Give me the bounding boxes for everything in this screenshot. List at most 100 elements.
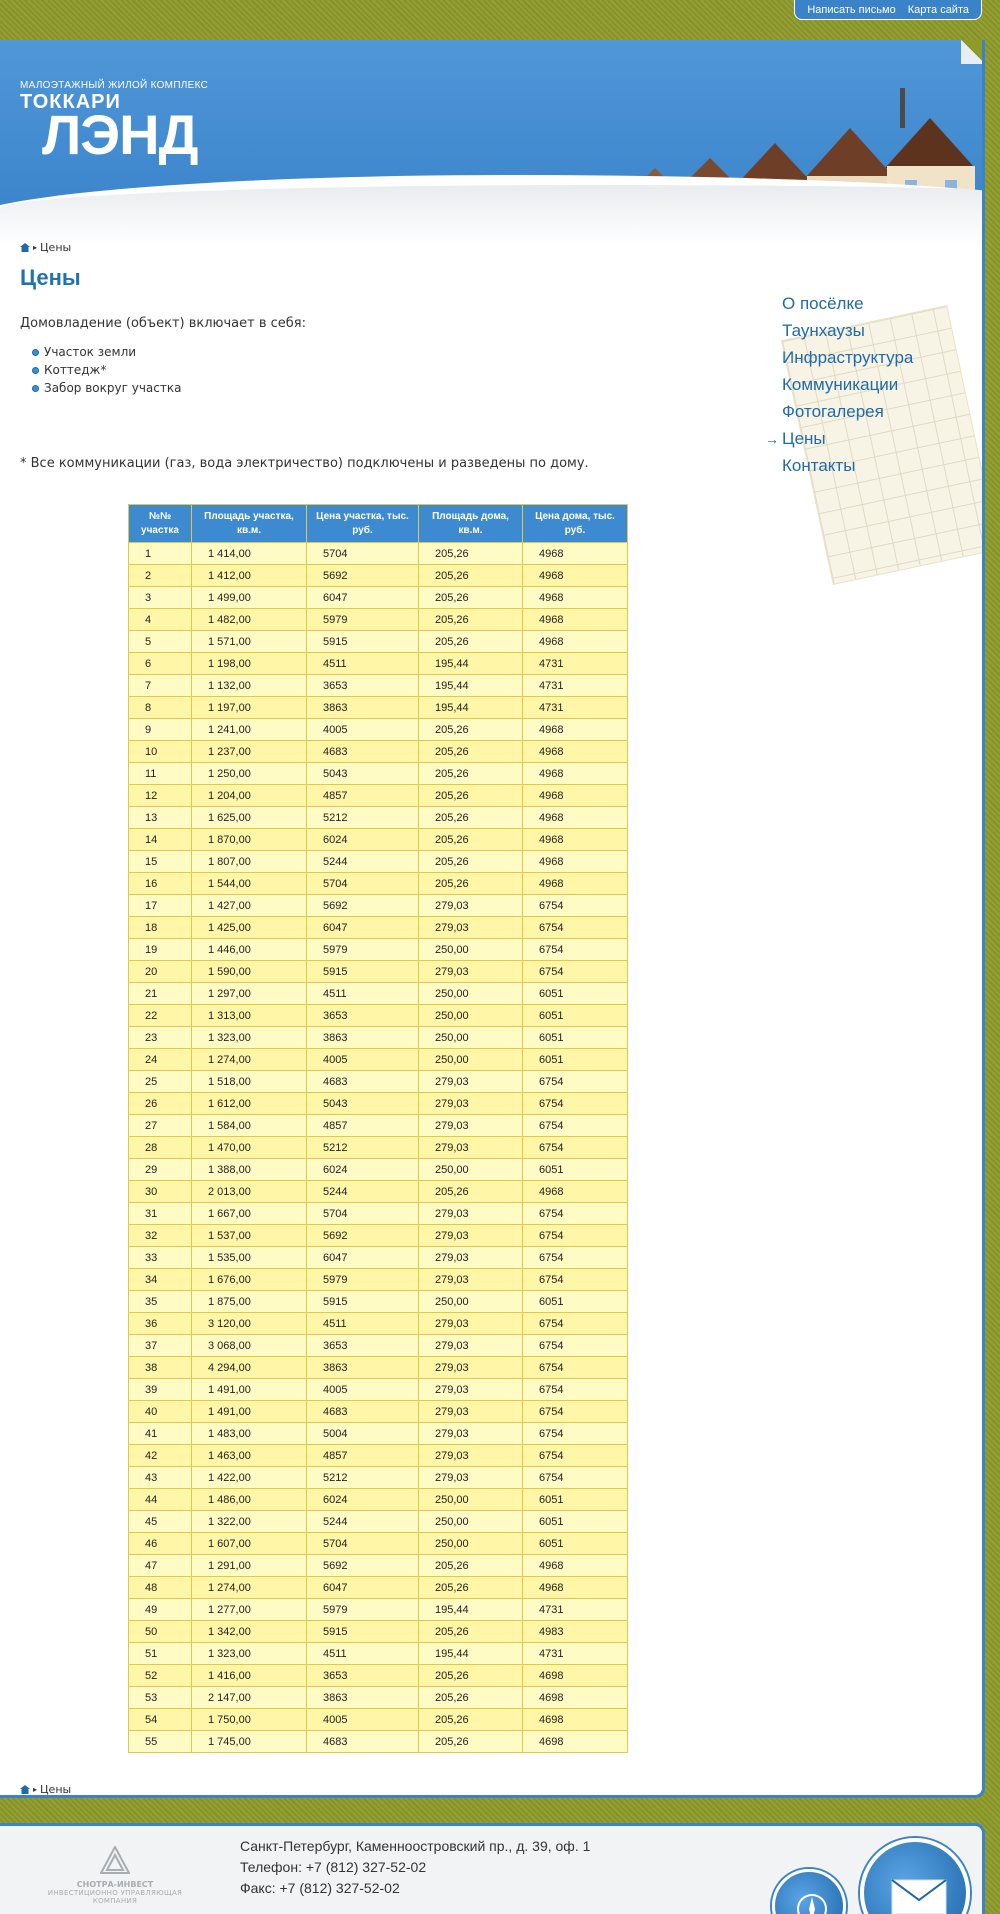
logo-line2: ЛЭНД: [42, 103, 198, 166]
house-price-cell: 6754: [522, 1466, 628, 1489]
house-area-cell: 279,03: [418, 1422, 523, 1445]
sidebar-item-contacts[interactable]: Контакты: [765, 452, 913, 479]
plot-number-cell: 37: [128, 1334, 192, 1357]
intro-text: Домовладение (объект) включает в себя:: [20, 316, 306, 331]
plot-area-cell: 1 277,00: [191, 1598, 307, 1621]
plot-number-cell: 15: [128, 850, 192, 873]
sidebar-item-about[interactable]: О посёлке: [765, 290, 913, 317]
plot-number-cell: 41: [128, 1422, 192, 1445]
house-area-cell: 205,26: [418, 542, 523, 565]
house-area-cell: 279,03: [418, 1378, 523, 1401]
plot-area-cell: 1 463,00: [191, 1444, 307, 1467]
sidebar-item-infrastructure[interactable]: Инфраструктура: [765, 344, 913, 371]
home-icon[interactable]: [20, 243, 30, 252]
house-price-cell: 6754: [522, 1246, 628, 1269]
plot-number-cell: 51: [128, 1642, 192, 1665]
house-area-cell: 205,26: [418, 564, 523, 587]
table-row: 16 1 544,00 5704 205,26 4968: [128, 872, 628, 895]
table-row: 41 1 483,00 5004 279,03 6754: [128, 1422, 628, 1445]
sidebar-item-gallery[interactable]: Фотогалерея: [765, 398, 913, 425]
plot-number-cell: 10: [128, 740, 192, 763]
house-area-cell: 205,26: [418, 718, 523, 741]
table-row: 47 1 291,00 5692 205,26 4968: [128, 1554, 628, 1577]
table-row: 54 1 750,00 4005 205,26 4698: [128, 1708, 628, 1731]
table-row: 40 1 491,00 4683 279,03 6754: [128, 1400, 628, 1423]
house-price-cell: 6754: [522, 894, 628, 917]
page-corner-fold: [961, 40, 982, 64]
plot-price-cell: 5979: [306, 608, 419, 631]
plot-area-cell: 4 294,00: [191, 1356, 307, 1379]
house-price-cell: 6754: [522, 1224, 628, 1247]
table-row: 17 1 427,00 5692 279,03 6754: [128, 894, 628, 917]
phone-text: Телефон: +7 (812) 327-52-02: [240, 1859, 427, 1875]
sidebar-item-label[interactable]: Таунхаузы: [782, 320, 865, 340]
breadcrumb-bottom: ▸ Цены: [20, 1783, 71, 1795]
write-letter-link[interactable]: Написать письмо: [807, 3, 896, 16]
sidebar-item-label[interactable]: Фотогалерея: [782, 401, 884, 421]
plot-price-cell: 5704: [306, 1532, 419, 1555]
plot-number-cell: 35: [128, 1290, 192, 1313]
plot-number-cell: 34: [128, 1268, 192, 1291]
plot-price-cell: 5915: [306, 630, 419, 653]
sidebar-item-townhouses[interactable]: Таунхаузы: [765, 317, 913, 344]
plot-price-cell: 6024: [306, 1158, 419, 1181]
plot-price-cell: 6047: [306, 586, 419, 609]
plot-number-cell: 1: [128, 542, 192, 565]
sidebar-item-label[interactable]: Контакты: [782, 455, 856, 475]
house-area-cell: 205,26: [418, 1708, 523, 1731]
sidebar-item-label[interactable]: Коммуникации: [782, 374, 899, 394]
plot-price-cell: 6024: [306, 828, 419, 851]
plot-area-cell: 1 870,00: [191, 828, 307, 851]
plot-area-cell: 1 544,00: [191, 872, 307, 895]
plot-price-cell: 6047: [306, 1246, 419, 1269]
house-price-cell: 6754: [522, 1136, 628, 1159]
plot-number-cell: 33: [128, 1246, 192, 1269]
plot-price-cell: 5043: [306, 762, 419, 785]
table-row: 15 1 807,00 5244 205,26 4968: [128, 850, 628, 873]
house-price-cell: 6754: [522, 916, 628, 939]
plot-area-cell: 1 388,00: [191, 1158, 307, 1181]
plot-area-cell: 1 132,00: [191, 674, 307, 697]
house-area-cell: 279,03: [418, 1312, 523, 1335]
plot-price-cell: 5979: [306, 938, 419, 961]
mail-button[interactable]: [860, 1838, 970, 1914]
plot-number-cell: 18: [128, 916, 192, 939]
plot-price-cell: 5704: [306, 542, 419, 565]
plot-number-cell: 36: [128, 1312, 192, 1335]
sitemap-link[interactable]: Карта сайта: [907, 3, 969, 16]
site-logo[interactable]: МАЛОЭТАЖНЫЙ ЖИЛОЙ КОМПЛЕКС ТОККАРИ ЛЭНД: [20, 80, 208, 166]
table-row: 50 1 342,00 5915 205,26 4983: [128, 1620, 628, 1643]
house-area-cell: 195,44: [418, 674, 523, 697]
home-icon[interactable]: [20, 1785, 30, 1794]
table-row: 24 1 274,00 4005 250,00 6051: [128, 1048, 628, 1071]
plot-area-cell: 1 612,00: [191, 1092, 307, 1115]
plot-area-cell: 1 291,00: [191, 1554, 307, 1577]
address-text: Санкт-Петербург, Каменноостровский пр., …: [240, 1838, 591, 1854]
house-price-cell: 4698: [522, 1686, 628, 1709]
sidebar-item-utilities[interactable]: Коммуникации: [765, 371, 913, 398]
sidebar-item-prices[interactable]: → Цены: [765, 425, 913, 452]
table-row: 19 1 446,00 5979 250,00 6754: [128, 938, 628, 961]
plot-area-cell: 1 446,00: [191, 938, 307, 961]
sidebar-item-label[interactable]: О посёлке: [782, 293, 864, 313]
table-row: 23 1 323,00 3863 250,00 6051: [128, 1026, 628, 1049]
table-row: 42 1 463,00 4857 279,03 6754: [128, 1444, 628, 1467]
plot-area-cell: 1 518,00: [191, 1070, 307, 1093]
plot-number-cell: 32: [128, 1224, 192, 1247]
compass-button[interactable]: [772, 1869, 846, 1914]
plot-area-cell: 1 297,00: [191, 982, 307, 1005]
plot-number-cell: 19: [128, 938, 192, 961]
sidebar-item-label[interactable]: Инфраструктура: [782, 347, 914, 367]
table-row: 29 1 388,00 6024 250,00 6051: [128, 1158, 628, 1181]
sidebar-item-label[interactable]: Цены: [782, 428, 826, 448]
house-area-cell: 279,03: [418, 1356, 523, 1379]
breadcrumb-arrow-icon: ▸: [33, 243, 38, 252]
plot-area-cell: 1 535,00: [191, 1246, 307, 1269]
house-area-cell: 205,26: [418, 1686, 523, 1709]
plot-price-cell: 4857: [306, 1444, 419, 1467]
